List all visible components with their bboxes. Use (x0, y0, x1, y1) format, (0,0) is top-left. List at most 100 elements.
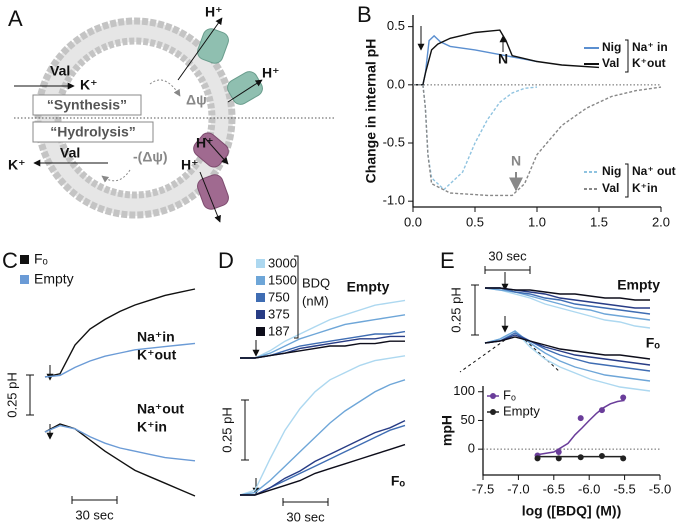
legend-label: 375 (268, 306, 290, 321)
trace (240, 340, 405, 359)
ion-label: H⁺ (262, 65, 280, 81)
series-line (413, 84, 662, 197)
group-label: K⁺out (137, 347, 177, 363)
series-line (413, 84, 538, 191)
legend-label: Nig (602, 40, 621, 54)
label-box (32, 94, 142, 116)
point (598, 453, 605, 460)
scale-bar-y (26, 374, 34, 416)
trace (485, 287, 651, 315)
scale-bar-y (241, 399, 249, 461)
trace (484, 330, 651, 382)
legend-swatch (256, 327, 265, 336)
legend-label: Empty (34, 271, 74, 287)
scale-bar-label: 30 sec (286, 509, 325, 524)
arrow (177, 17, 223, 81)
trace (44, 288, 196, 378)
x-tick-label: 0.0 (404, 214, 422, 229)
scale-bar-label: 0.25 pH (219, 407, 234, 453)
protein (197, 174, 229, 210)
annotation: N (511, 153, 521, 169)
point (555, 455, 562, 462)
mode-label: “Synthesis” (47, 97, 127, 113)
scale-bar-label: 30 sec (488, 248, 527, 263)
trace (239, 379, 406, 496)
x-tick-label: -5.0 (649, 481, 671, 496)
legend-label: 3000 (268, 255, 297, 270)
ionophore-label: Val (60, 145, 80, 161)
arrow (227, 79, 263, 103)
membrane (37, 20, 233, 216)
trace (44, 342, 196, 378)
trace (44, 423, 196, 497)
potential-label: Δψ (186, 92, 207, 108)
x-axis-label: log ([BDQ] (M)) (522, 503, 622, 519)
point (577, 415, 584, 422)
x-tick-label: -6.5 (543, 481, 565, 496)
point (620, 394, 627, 401)
panel-letter: E (440, 248, 455, 273)
y-axis-label: Change in internal pH (363, 39, 379, 184)
trace (485, 287, 650, 301)
legend-label: Empty (503, 403, 540, 418)
scale-bar-label: 0.25 pH (448, 287, 463, 333)
trace (240, 299, 406, 359)
group-label: Fₒ (391, 473, 406, 489)
x-tick-label: 1.0 (528, 214, 546, 229)
x-tick-label: -5.5 (613, 481, 635, 496)
legend-bracket (294, 255, 299, 339)
legend-label: Val (602, 56, 619, 70)
group-label: Empty (347, 279, 390, 295)
trace (240, 314, 406, 359)
trace (484, 334, 651, 366)
ion-label: K⁺ (80, 77, 98, 93)
group-label: Empty (617, 277, 660, 293)
scale-bar-x (484, 266, 531, 274)
point (555, 449, 562, 456)
legend-swatch (256, 276, 265, 285)
legend-condition: K⁺in (632, 181, 658, 195)
y-tick-label: 0.5 (387, 18, 405, 33)
scale-bar-y (471, 284, 479, 336)
legend-label: 187 (268, 323, 290, 338)
x-tick-label: 0.5 (466, 214, 484, 229)
zoom-line (459, 339, 506, 373)
arrow (204, 137, 229, 165)
legend-swatch (256, 310, 265, 319)
panel-letter: A (8, 6, 23, 31)
legend-label: Nig (602, 164, 621, 178)
arrow (149, 79, 181, 97)
fit-line (535, 399, 625, 456)
protein (197, 28, 229, 64)
x-tick-label: 1.5 (590, 214, 608, 229)
y-axis-label: mpH (439, 415, 455, 446)
y-tick-label: -1.0 (383, 193, 405, 208)
legend-label: 1500 (268, 272, 297, 287)
scale-bar-x (282, 498, 329, 506)
legend-swatch (20, 275, 29, 284)
legend-swatch (256, 293, 265, 302)
legend-label: Fₒ (503, 387, 516, 402)
arrow (199, 171, 221, 223)
panel-letter: D (218, 248, 234, 273)
scale-bar-x (71, 496, 118, 504)
potential-label: -(Δψ) (133, 149, 168, 165)
legend-label: 750 (268, 289, 290, 304)
series-line (413, 34, 538, 86)
axes (412, 15, 661, 208)
series-line (413, 29, 600, 86)
panel-letter: C (2, 248, 18, 273)
point (577, 454, 584, 461)
legend-condition: Na⁺ in (632, 40, 668, 54)
trace (484, 287, 651, 329)
legend-bracket (625, 163, 629, 198)
y-tick-label: 50 (461, 412, 475, 427)
stimulus-arrows (46, 26, 561, 495)
panel-letter: B (357, 2, 372, 27)
trace (484, 336, 651, 360)
ion-label: H⁺ (205, 4, 223, 20)
membrane-inner (54, 37, 216, 199)
zoom-line (524, 339, 561, 373)
legend-label: Fₒ (34, 251, 48, 267)
ion-label: K⁺ (8, 157, 26, 173)
